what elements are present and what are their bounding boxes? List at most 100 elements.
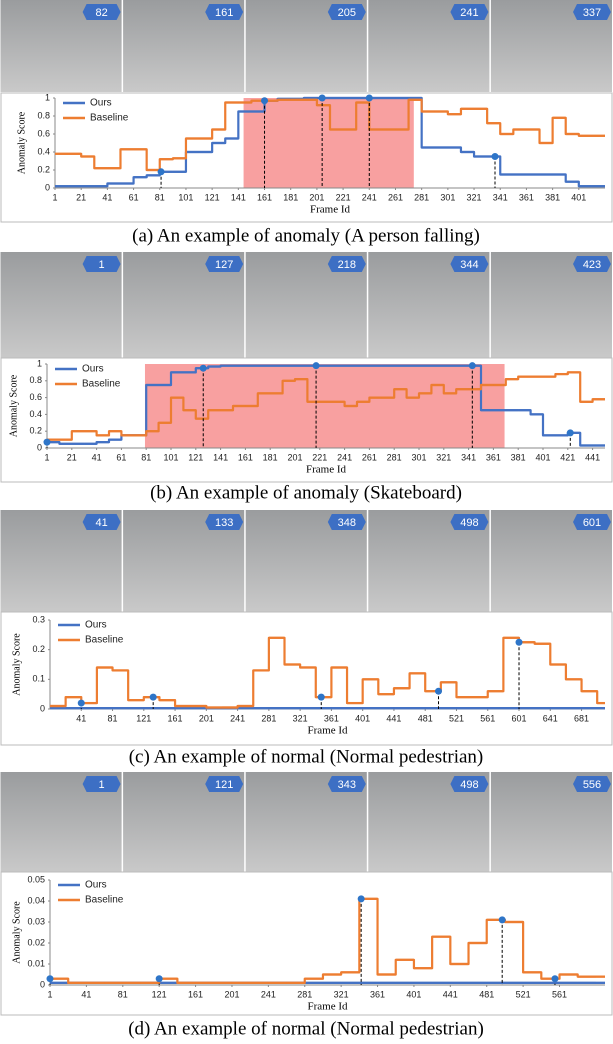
- x-tick-label: 201: [199, 713, 214, 723]
- y-tick-label: 0.2: [37, 164, 50, 174]
- frame-number: 127: [215, 259, 233, 271]
- x-tick-label: 121: [188, 452, 203, 462]
- x-tick-label: 241: [230, 713, 245, 723]
- frame-marker: [468, 362, 476, 370]
- frame-number: 337: [583, 7, 601, 19]
- frame-number: 218: [338, 259, 356, 271]
- x-tick-label: 321: [467, 192, 482, 202]
- x-tick-label: 341: [493, 192, 508, 202]
- frame-marker: [43, 438, 51, 446]
- x-tick-label: 441: [585, 452, 600, 462]
- frame-number: 41: [95, 517, 107, 529]
- legend-label: Ours: [85, 880, 107, 891]
- frame-marker: [491, 153, 499, 160]
- x-tick-label: 61: [116, 452, 126, 462]
- x-tick-label: 301: [440, 192, 455, 202]
- y-tick-label: 0.05: [27, 874, 45, 884]
- x-tick-label: 241: [261, 989, 276, 999]
- x-tick-label: 61: [129, 192, 139, 202]
- chart-box: [0, 611, 613, 746]
- y-tick-label: 0.4: [37, 146, 50, 156]
- y-tick-label: 0.2: [29, 426, 42, 436]
- frame-number: 133: [215, 517, 233, 529]
- x-tick-label: 161: [238, 452, 253, 462]
- frame-marker: [551, 975, 559, 983]
- x-tick-label: 1: [52, 192, 57, 202]
- x-axis-label: Frame Id: [307, 725, 348, 737]
- x-tick-label: 121: [152, 989, 167, 999]
- frame-badge: [327, 256, 366, 272]
- frame-number: 498: [460, 779, 478, 791]
- y-tick-label: 0.2: [32, 644, 45, 654]
- y-axis-label: Anomaly Score: [11, 901, 22, 964]
- y-tick-label: 1: [45, 92, 50, 102]
- frame-marker: [261, 97, 269, 105]
- frame-number: 348: [338, 517, 356, 529]
- frame-badge: [82, 514, 121, 530]
- frame-marker: [157, 168, 165, 176]
- frame-marker: [77, 699, 85, 707]
- x-tick-label: 201: [309, 192, 324, 202]
- y-axis-label: Anomaly Score: [8, 374, 19, 437]
- x-tick-label: 201: [287, 452, 302, 462]
- x-tick-label: 561: [480, 713, 495, 723]
- frame-badge: [450, 514, 489, 530]
- x-tick-label: 641: [543, 713, 558, 723]
- x-tick-label: 281: [261, 713, 276, 723]
- y-tick-label: 0.8: [37, 110, 50, 120]
- y-tick-label: 0.02: [27, 937, 45, 947]
- x-tick-label: 21: [67, 452, 77, 462]
- x-tick-label: 121: [205, 192, 220, 202]
- frame-marker: [357, 895, 365, 903]
- x-tick-label: 221: [336, 192, 351, 202]
- frame-number: 241: [460, 7, 478, 19]
- x-tick-label: 521: [516, 989, 531, 999]
- x-tick-label: 521: [449, 713, 464, 723]
- y-tick-label: 0.3: [32, 614, 45, 624]
- x-tick-label: 101: [163, 452, 178, 462]
- caption: (c) An example of normal (Normal pedestr…: [129, 746, 484, 767]
- frame-marker: [312, 362, 320, 370]
- x-tick-label: 41: [76, 713, 86, 723]
- x-tick-label: 41: [81, 989, 91, 999]
- y-tick-label: 0.03: [27, 916, 45, 926]
- frame-badge: [573, 776, 611, 792]
- x-tick-label: 181: [283, 192, 298, 202]
- frame-badge: [205, 514, 244, 530]
- x-tick-label: 401: [535, 452, 550, 462]
- frame-marker: [46, 975, 54, 983]
- x-tick-label: 401: [571, 192, 586, 202]
- x-axis-label: Frame Id: [306, 464, 347, 476]
- x-tick-label: 81: [141, 452, 151, 462]
- frame-number: 601: [583, 517, 601, 529]
- x-tick-label: 81: [118, 989, 128, 999]
- x-tick-label: 601: [511, 713, 526, 723]
- frame-number: 205: [338, 7, 356, 19]
- x-tick-label: 301: [411, 452, 426, 462]
- anomaly-region: [243, 98, 414, 188]
- x-tick-label: 41: [92, 452, 102, 462]
- x-tick-label: 361: [486, 452, 501, 462]
- frame-marker: [199, 364, 207, 372]
- x-tick-label: 381: [511, 452, 526, 462]
- frame-badge: [450, 256, 489, 272]
- frame-number: 556: [583, 779, 601, 791]
- frame-badge: [327, 4, 366, 20]
- x-tick-label: 201: [224, 989, 239, 999]
- x-tick-label: 81: [155, 192, 165, 202]
- frame-marker: [498, 916, 506, 924]
- x-tick-label: 421: [560, 452, 575, 462]
- frame-badge: [205, 256, 244, 272]
- y-tick-label: 0: [40, 979, 45, 989]
- x-tick-label: 281: [387, 452, 402, 462]
- frame-number: 1: [99, 779, 105, 791]
- y-tick-label: 1: [37, 358, 42, 368]
- y-tick-label: 0: [40, 703, 45, 713]
- frame-badge: [82, 256, 121, 272]
- frame-badge: [573, 256, 611, 272]
- x-tick-label: 21: [76, 192, 86, 202]
- frame-marker: [317, 693, 325, 701]
- frame-badge: [450, 776, 489, 792]
- x-tick-label: 141: [231, 192, 246, 202]
- frame-marker: [318, 94, 326, 102]
